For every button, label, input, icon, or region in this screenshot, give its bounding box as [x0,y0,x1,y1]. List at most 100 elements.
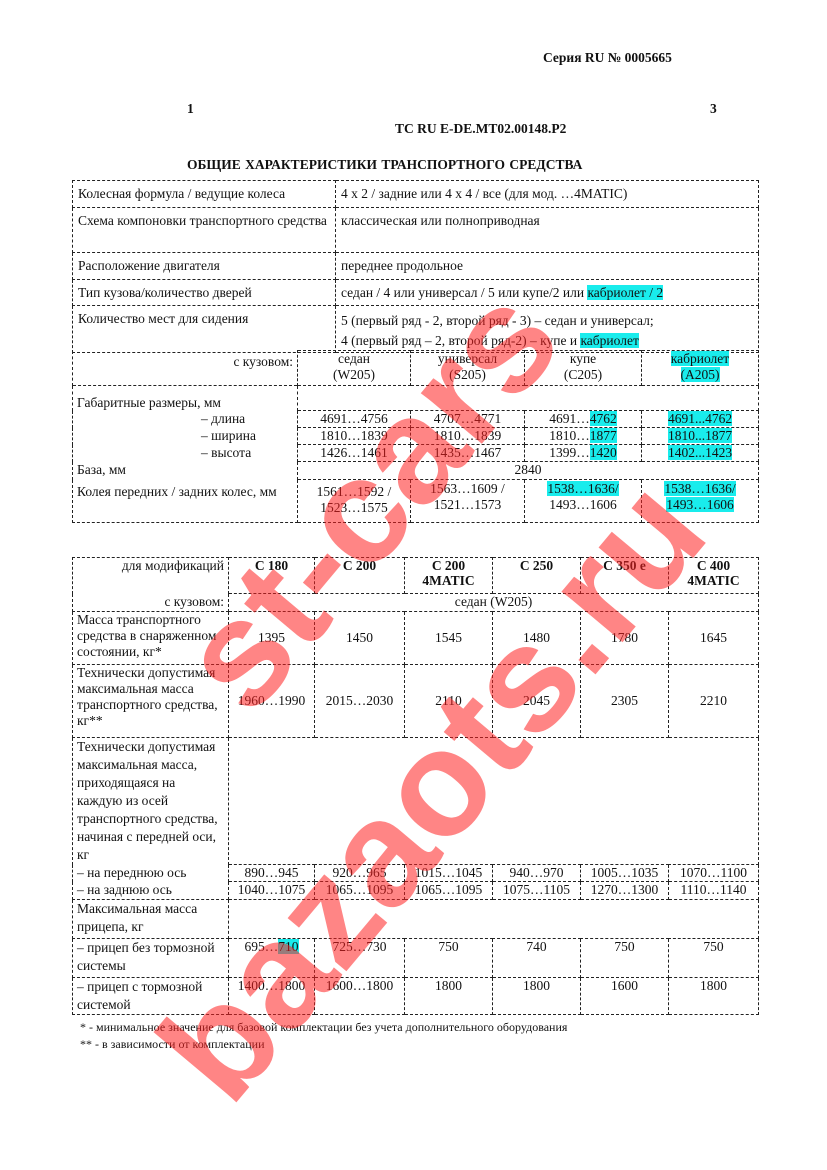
mod-header: С 180 [228,557,315,594]
cell: 2305 [580,664,669,738]
cell: 4707…4771 [410,410,525,428]
body-label: с кузовом: [72,350,298,386]
cell: 740 [492,938,581,978]
page-title: ОБЩИЕ ХАРАКТЕРИСТИКИ ТРАНСПОРТНОГО СРЕДС… [187,157,583,172]
cell: 1645 [668,611,759,665]
mod-header: С 250 [492,557,581,594]
cell: 1426…1461 [297,444,411,462]
cell: 1435…1467 [410,444,525,462]
dims-height-label: – высота [72,444,298,462]
row-value: 4 х 2 / задние или 4 х 4 / все (для мод.… [335,180,759,208]
row-value: седан / 4 или универсал / 5 или купе/2 и… [335,279,759,306]
cell: 1800 [404,977,493,1015]
footnote-2: ** - в зависимости от комплектации [80,1037,265,1051]
dimensions-table: с кузовом: седан (W205) универсал (S205) к… [72,350,759,523]
cell: 695…710 [228,938,315,978]
cell: 4691...4762 [641,410,759,428]
body-value: седан (W205) [228,593,759,612]
cell: 1270…1300 [580,881,669,900]
row-label: Схема компоновки транспортного средства [72,207,336,253]
cell: 750 [668,938,759,978]
cell: 1402...1423 [641,444,759,462]
base-label: База, мм [72,461,298,480]
gross-label: Технически допустимая максимальная масса… [72,664,229,738]
cell: 1065…1095 [404,881,493,900]
cell: 1800 [492,977,581,1015]
braked-label: – прицеп с тормозной системой [72,977,229,1015]
doc-number: ТС RU E-DE.MT02.00148.P2 [395,121,567,136]
cell: 750 [404,938,493,978]
empty-cell [297,385,759,411]
cell: 940…970 [492,864,581,882]
cell: 1005…1035 [580,864,669,882]
cell: 1480 [492,611,581,665]
base-value: 2840 [297,461,759,480]
cell: 1065…1095 [314,881,405,900]
cell: 1810…1839 [297,427,411,445]
cell: 1810...1877 [641,427,759,445]
cell: 1538…1636/1493…1606 [524,479,642,523]
body-sedan: седан (W205) [297,350,411,386]
row-label: Тип кузова/количество дверей [72,279,336,306]
cell: 2110 [404,664,493,738]
mod-header: С 400 4MATIC [668,557,759,594]
cell: 1070…1100 [668,864,759,882]
cell: 4691…4762 [524,410,642,428]
empty-cell [228,737,759,865]
cell: 1800 [668,977,759,1015]
trailer-label: Максимальная масса прицепа, кг [72,899,229,939]
cell: 920…965 [314,864,405,882]
rear-axle-label: – на заднюю ось [72,881,229,900]
mod-header: С 350 е [580,557,669,594]
row-label: Количество мест для сидения [72,305,336,353]
cell: 890…945 [228,864,315,882]
mod-label: для модификаций [72,557,229,594]
cell: 1015…1045 [404,864,493,882]
cell: 1450 [314,611,405,665]
cell: 2045 [492,664,581,738]
row-label: Колесная формула / ведущие колеса [72,180,336,208]
row-label: Расположение двигателя [72,252,336,280]
unbraked-label: – прицеп без тормозной системы [72,938,229,978]
cell: 725…730 [314,938,405,978]
body-wagon: универсал (S205) [410,350,525,386]
cell: 1561…1592 /1523…1575 [297,479,411,523]
cell: 1075…1105 [492,881,581,900]
cell: 1563…1609 /1521…1573 [410,479,525,523]
body-coupe: купе (C205) [524,350,642,386]
dims-length-label: – длина [72,410,298,428]
cell: 1810…1877 [524,427,642,445]
body-cabrio: кабриолет (A205) [641,350,759,386]
cell: 4691…4756 [297,410,411,428]
cell: 1395 [228,611,315,665]
cell: 1780 [580,611,669,665]
row-value: переднее продольное [335,252,759,280]
cell: 1040…1075 [228,881,315,900]
cell: 2015…2030 [314,664,405,738]
body-label: с кузовом: [72,593,229,612]
cell: 2210 [668,664,759,738]
front-axle-label: – на переднюю ось [72,864,229,882]
curb-label: Масса транспортного средства в снаряженн… [72,611,229,665]
dims-width-label: – ширина [72,427,298,445]
page-left: 1 [187,101,194,116]
cell: 1600 [580,977,669,1015]
cell: 1960…1990 [228,664,315,738]
cell: 1600…1800 [314,977,405,1015]
empty-cell [228,899,759,939]
axle-label: Технически допустимая максимальная масса… [72,737,229,865]
cell: 1110…1140 [668,881,759,900]
cell: 1399…1420 [524,444,642,462]
row-value: 5 (первый ряд - 2, второй ряд - 3) – сед… [335,305,759,353]
cell: 1538…1636/1493…1606 [641,479,759,523]
mass-table: для модификаций С 180 С 200 С 200 4MATIC С… [72,557,759,1015]
cell: 750 [580,938,669,978]
series-number: Серия RU № 0005665 [543,50,672,65]
general-table: Колесная формула / ведущие колеса 4 х 2 /… [72,180,759,353]
track-label: Колея передних / задних колес, мм [72,479,298,523]
cell: 1545 [404,611,493,665]
page-right: 3 [710,101,717,116]
footnote-1: * - минимальное значение для базовой ком… [80,1020,568,1034]
cell: 1400…1800 [228,977,315,1015]
